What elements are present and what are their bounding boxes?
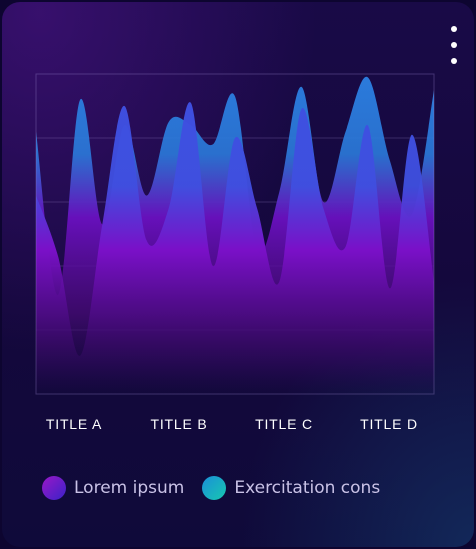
legend-item[interactable]: Exercitation cons — [202, 476, 380, 500]
legend-swatch-icon — [42, 476, 66, 500]
x-tick-label: TITLE C — [255, 416, 313, 432]
legend-swatch-icon — [202, 476, 227, 500]
legend-label: Exercitation cons — [234, 478, 381, 498]
series-layer — [36, 76, 434, 395]
more-dot-icon — [451, 58, 457, 64]
more-options-button[interactable] — [442, 22, 466, 70]
legend-label: Lorem ipsum — [74, 478, 185, 498]
plot-area-border — [35, 73, 435, 395]
x-tick-label: TITLE B — [150, 416, 208, 432]
more-dot-icon — [451, 42, 457, 48]
series-area-1 — [36, 102, 434, 395]
x-tick-label: TITLE A — [45, 416, 103, 432]
legend: Lorem ipsum Exercitation cons — [42, 472, 398, 504]
x-tick-label: TITLE D — [360, 416, 418, 432]
more-dot-icon — [451, 26, 457, 32]
legend-item[interactable]: Lorem ipsum — [42, 476, 184, 500]
